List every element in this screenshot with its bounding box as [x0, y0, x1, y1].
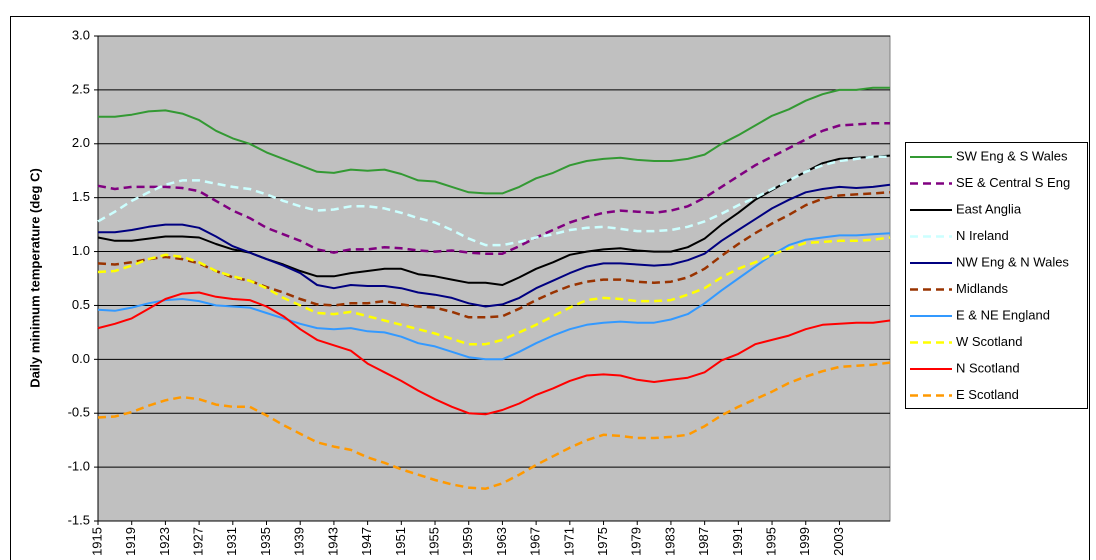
x-tick-label: 1923: [157, 527, 172, 556]
x-tick-label: 1959: [460, 527, 475, 556]
x-tick-label: 1919: [123, 527, 138, 556]
x-tick-label: 1947: [359, 527, 374, 556]
legend-label: NW Eng & N Wales: [956, 254, 1069, 269]
series-line: [97, 122, 890, 255]
x-tick-label: 1983: [662, 527, 677, 556]
legend-label: SW Eng & S Wales: [956, 148, 1068, 163]
legend-label: E & NE England: [956, 307, 1050, 322]
x-tick-label: 1971: [561, 527, 576, 556]
x-tick-label: 1975: [595, 527, 610, 556]
y-tick-label: 0.0: [72, 351, 90, 366]
legend-label: N Scotland: [956, 360, 1020, 375]
x-tick-label: 2003: [831, 527, 846, 556]
y-tick-label: 2.5: [72, 81, 90, 96]
legend-label: W Scotland: [956, 334, 1022, 349]
x-tick-label: 1915: [89, 527, 104, 556]
series-line: [98, 86, 890, 195]
x-tick-label: 1955: [426, 527, 441, 556]
y-tick-label: -1.0: [68, 459, 90, 474]
x-tick-label: 1931: [224, 527, 239, 556]
series-line: [97, 191, 891, 319]
legend-label: SE & Central S Eng: [956, 175, 1070, 190]
legend: [905, 142, 1088, 409]
y-tick-label: -0.5: [68, 405, 90, 420]
y-axis-title: Daily minimum temperature (deg C): [27, 168, 42, 388]
x-tick-label: 1935: [258, 527, 273, 556]
x-tick-label: 1991: [730, 527, 745, 556]
y-tick-label: -1.5: [68, 512, 90, 527]
series-line: [97, 155, 890, 247]
y-tick-label: 2.0: [72, 135, 90, 150]
series-line: [97, 361, 891, 490]
y-tick-label: 3.0: [72, 27, 90, 42]
y-tick-label: 1.5: [72, 189, 90, 204]
x-tick-label: 1999: [797, 527, 812, 556]
legend-label: East Anglia: [956, 201, 1022, 216]
x-tick-label: 1939: [292, 527, 307, 556]
legend-label: Midlands: [956, 281, 1009, 296]
x-tick-label: 1987: [696, 527, 711, 556]
x-tick-label: 1963: [494, 527, 509, 556]
series-line: [98, 183, 891, 308]
series-line: [97, 232, 891, 361]
series-line: [97, 291, 891, 416]
plot-area: [97, 35, 891, 522]
x-tick-label: 1943: [325, 527, 340, 556]
y-tick-label: 1.0: [72, 243, 90, 258]
y-tick-label: 0.5: [72, 297, 90, 312]
x-tick-label: 1967: [528, 527, 543, 556]
x-tick-label: 1927: [191, 527, 206, 556]
x-tick-label: 1995: [763, 527, 778, 556]
legend-label: N Ireland: [956, 228, 1009, 243]
legend-label: E Scotland: [956, 387, 1019, 402]
series-line: [97, 154, 891, 286]
x-tick-label: 1951: [393, 527, 408, 556]
x-tick-label: 1979: [629, 527, 644, 556]
